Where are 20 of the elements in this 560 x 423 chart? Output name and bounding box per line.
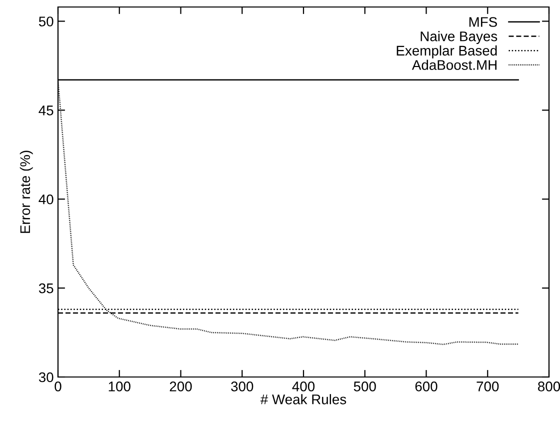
x-tick-label: 600 — [415, 382, 438, 392]
x-tick-label: 0 — [54, 382, 62, 392]
y-tick-label: 35 — [38, 283, 54, 294]
x-axis-title: # Weak Rules — [260, 394, 346, 404]
y-tick-label: 30 — [38, 372, 54, 382]
x-tick-label: 300 — [231, 382, 254, 392]
y-tick-label: 45 — [38, 106, 54, 116]
x-tick-label: 100 — [108, 382, 130, 392]
legend-label: Exemplar Based — [396, 45, 497, 58]
y-tick-label: 40 — [38, 194, 54, 204]
legend-label: AdaBoost.MH — [412, 60, 496, 70]
legend-label: MFS — [469, 17, 497, 27]
x-tick-label: 500 — [354, 382, 376, 392]
legend-label: Naive Bayes — [420, 31, 498, 44]
x-tick-label: 200 — [170, 382, 192, 392]
x-tick-label: 700 — [476, 382, 499, 392]
x-tick-label: 400 — [292, 382, 315, 392]
x-tick-label: 800 — [538, 382, 560, 392]
y-axis-title: Error rate (%) — [20, 150, 33, 233]
y-tick-label: 50 — [38, 16, 54, 26]
